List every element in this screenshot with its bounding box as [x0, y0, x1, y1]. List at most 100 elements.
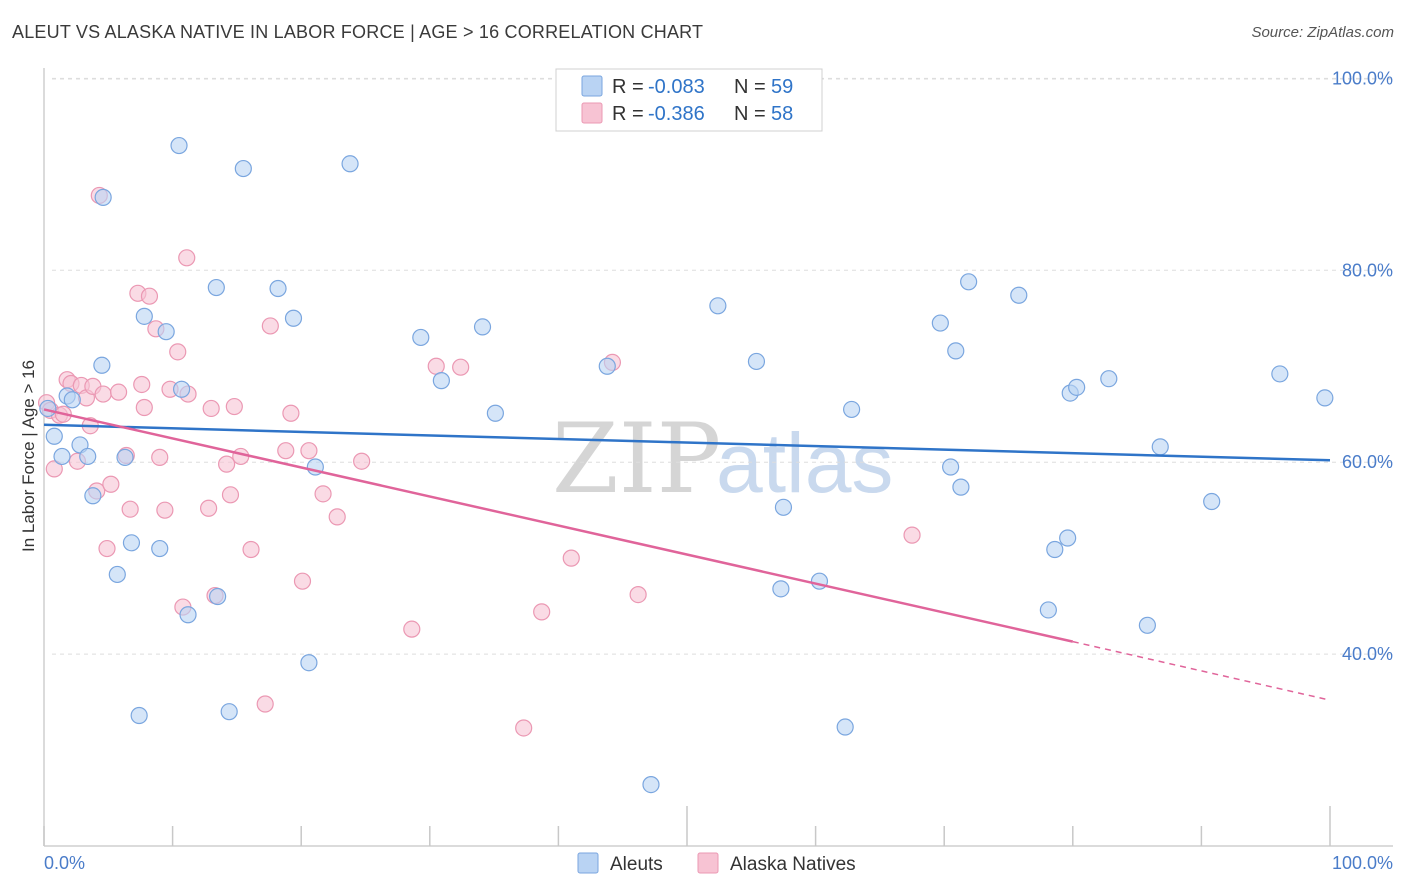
aleuts-point	[130, 706, 148, 725]
aleuts-point	[79, 447, 97, 466]
alaska-natives-point	[314, 485, 332, 503]
aleuts-point	[45, 427, 63, 445]
aleuts-point	[1271, 365, 1289, 383]
stats-n-label-aleuts: N =	[734, 76, 766, 98]
alaska-natives-trend-line	[43, 408, 1074, 643]
axes	[43, 68, 1393, 847]
alaska-natives-point	[94, 385, 112, 403]
alaska-natives-point	[218, 455, 236, 473]
aleuts-point	[94, 188, 112, 206]
aleuts-point	[1100, 370, 1118, 388]
alaska-natives-point	[300, 442, 318, 460]
aleuts-point	[116, 448, 134, 466]
aleuts-point	[63, 391, 81, 409]
legend-label-alaska-natives: Alaska Natives	[730, 854, 856, 875]
x-axis-ticks	[43, 806, 1331, 846]
aleuts-point	[341, 155, 359, 173]
stats-r-label-alaska-natives: R =	[612, 103, 644, 125]
aleuts-point	[1010, 286, 1028, 304]
aleuts-point	[135, 307, 153, 325]
alaska-natives-point	[533, 603, 551, 621]
stats-swatch-alaska-natives	[581, 102, 603, 124]
alaska-natives-point	[242, 540, 260, 559]
aleuts-point	[1203, 492, 1221, 511]
alaska-natives-point	[45, 460, 63, 478]
stats-n-label-alaska-natives: N =	[734, 103, 766, 125]
aleuts-point	[598, 357, 616, 375]
aleuts-point	[284, 309, 303, 327]
aleuts-point	[179, 606, 197, 624]
aleuts-point	[836, 718, 854, 736]
aleuts-point	[170, 136, 188, 155]
alaska-natives-trend-extension	[1072, 640, 1331, 701]
aleuts-point	[173, 380, 191, 398]
aleuts-point	[960, 273, 978, 291]
x-tick-label-min: 0.0%	[44, 853, 85, 873]
aleuts-point	[234, 159, 252, 178]
aleuts-point	[931, 314, 949, 332]
trend-lines	[43, 408, 1331, 701]
alaska-natives-point	[515, 719, 533, 737]
stats-n-value-alaska-natives: 58	[771, 103, 793, 125]
watermark-atlas: atlas	[716, 416, 893, 510]
aleuts-point	[220, 703, 238, 721]
alaska-natives-point	[403, 620, 421, 638]
aleuts-point	[1138, 616, 1156, 634]
alaska-natives-point	[452, 358, 470, 376]
watermark-zip: ZIP	[552, 403, 721, 515]
aleuts-point	[84, 487, 102, 505]
aleuts-point	[269, 279, 287, 298]
alaska-natives-point	[221, 486, 240, 504]
bottom-legend: Aleuts Alaska Natives	[577, 852, 856, 875]
alaska-natives-point	[169, 343, 187, 361]
alaska-natives-point	[629, 586, 647, 604]
aleuts-point	[1059, 529, 1077, 547]
stats-r-label-aleuts: R =	[612, 76, 644, 98]
alaska-natives-point	[328, 508, 346, 526]
aleuts-point	[642, 775, 660, 794]
y-tick-label: 80.0%	[1342, 260, 1393, 280]
aleuts-point	[747, 352, 766, 371]
aleuts-point	[157, 323, 175, 341]
aleuts-point	[1068, 378, 1086, 396]
alaska-natives-point	[282, 404, 300, 422]
aleuts-points	[39, 136, 1334, 794]
aleuts-point	[300, 654, 318, 672]
alaska-natives-point	[156, 501, 174, 519]
aleuts-point	[412, 328, 430, 347]
aleuts-point	[843, 400, 861, 419]
aleuts-point	[432, 372, 450, 390]
aleuts-point	[1151, 438, 1169, 456]
y-tick-label: 40.0%	[1342, 644, 1393, 664]
alaska-natives-point	[140, 287, 159, 305]
alaska-natives-point	[903, 526, 921, 544]
stats-legend-box: R = -0.083 N = 59 R = -0.386 N = 58	[555, 68, 823, 132]
source-credit: Source: ZipAtlas.com	[1251, 24, 1394, 41]
aleuts-point	[486, 404, 504, 422]
alaska-natives-points	[37, 186, 921, 737]
aleuts-point	[108, 565, 126, 584]
legend-swatch-alaska-natives	[697, 852, 719, 874]
alaska-natives-point	[232, 447, 250, 466]
alaska-natives-point	[353, 452, 371, 470]
aleuts-point	[774, 498, 793, 516]
aleuts-point	[209, 587, 227, 606]
alaska-natives-point	[121, 500, 139, 518]
aleuts-point	[952, 478, 970, 496]
aleuts-point	[709, 297, 727, 315]
alaska-natives-point	[293, 572, 312, 590]
alaska-natives-point	[277, 442, 295, 460]
legend-swatch-aleuts	[577, 852, 599, 874]
aleuts-point	[1039, 601, 1057, 619]
stats-r-value-aleuts: -0.083	[648, 76, 705, 98]
alaska-natives-point	[135, 398, 153, 417]
alaska-natives-point	[98, 539, 116, 558]
alaska-natives-point	[261, 317, 279, 335]
aleuts-point	[942, 458, 960, 476]
aleuts-point	[473, 318, 492, 336]
alaska-natives-point	[102, 475, 120, 493]
aleuts-trend-line	[43, 423, 1331, 462]
x-tick-label-max: 100.0%	[1332, 853, 1393, 873]
gridlines	[52, 77, 1393, 655]
